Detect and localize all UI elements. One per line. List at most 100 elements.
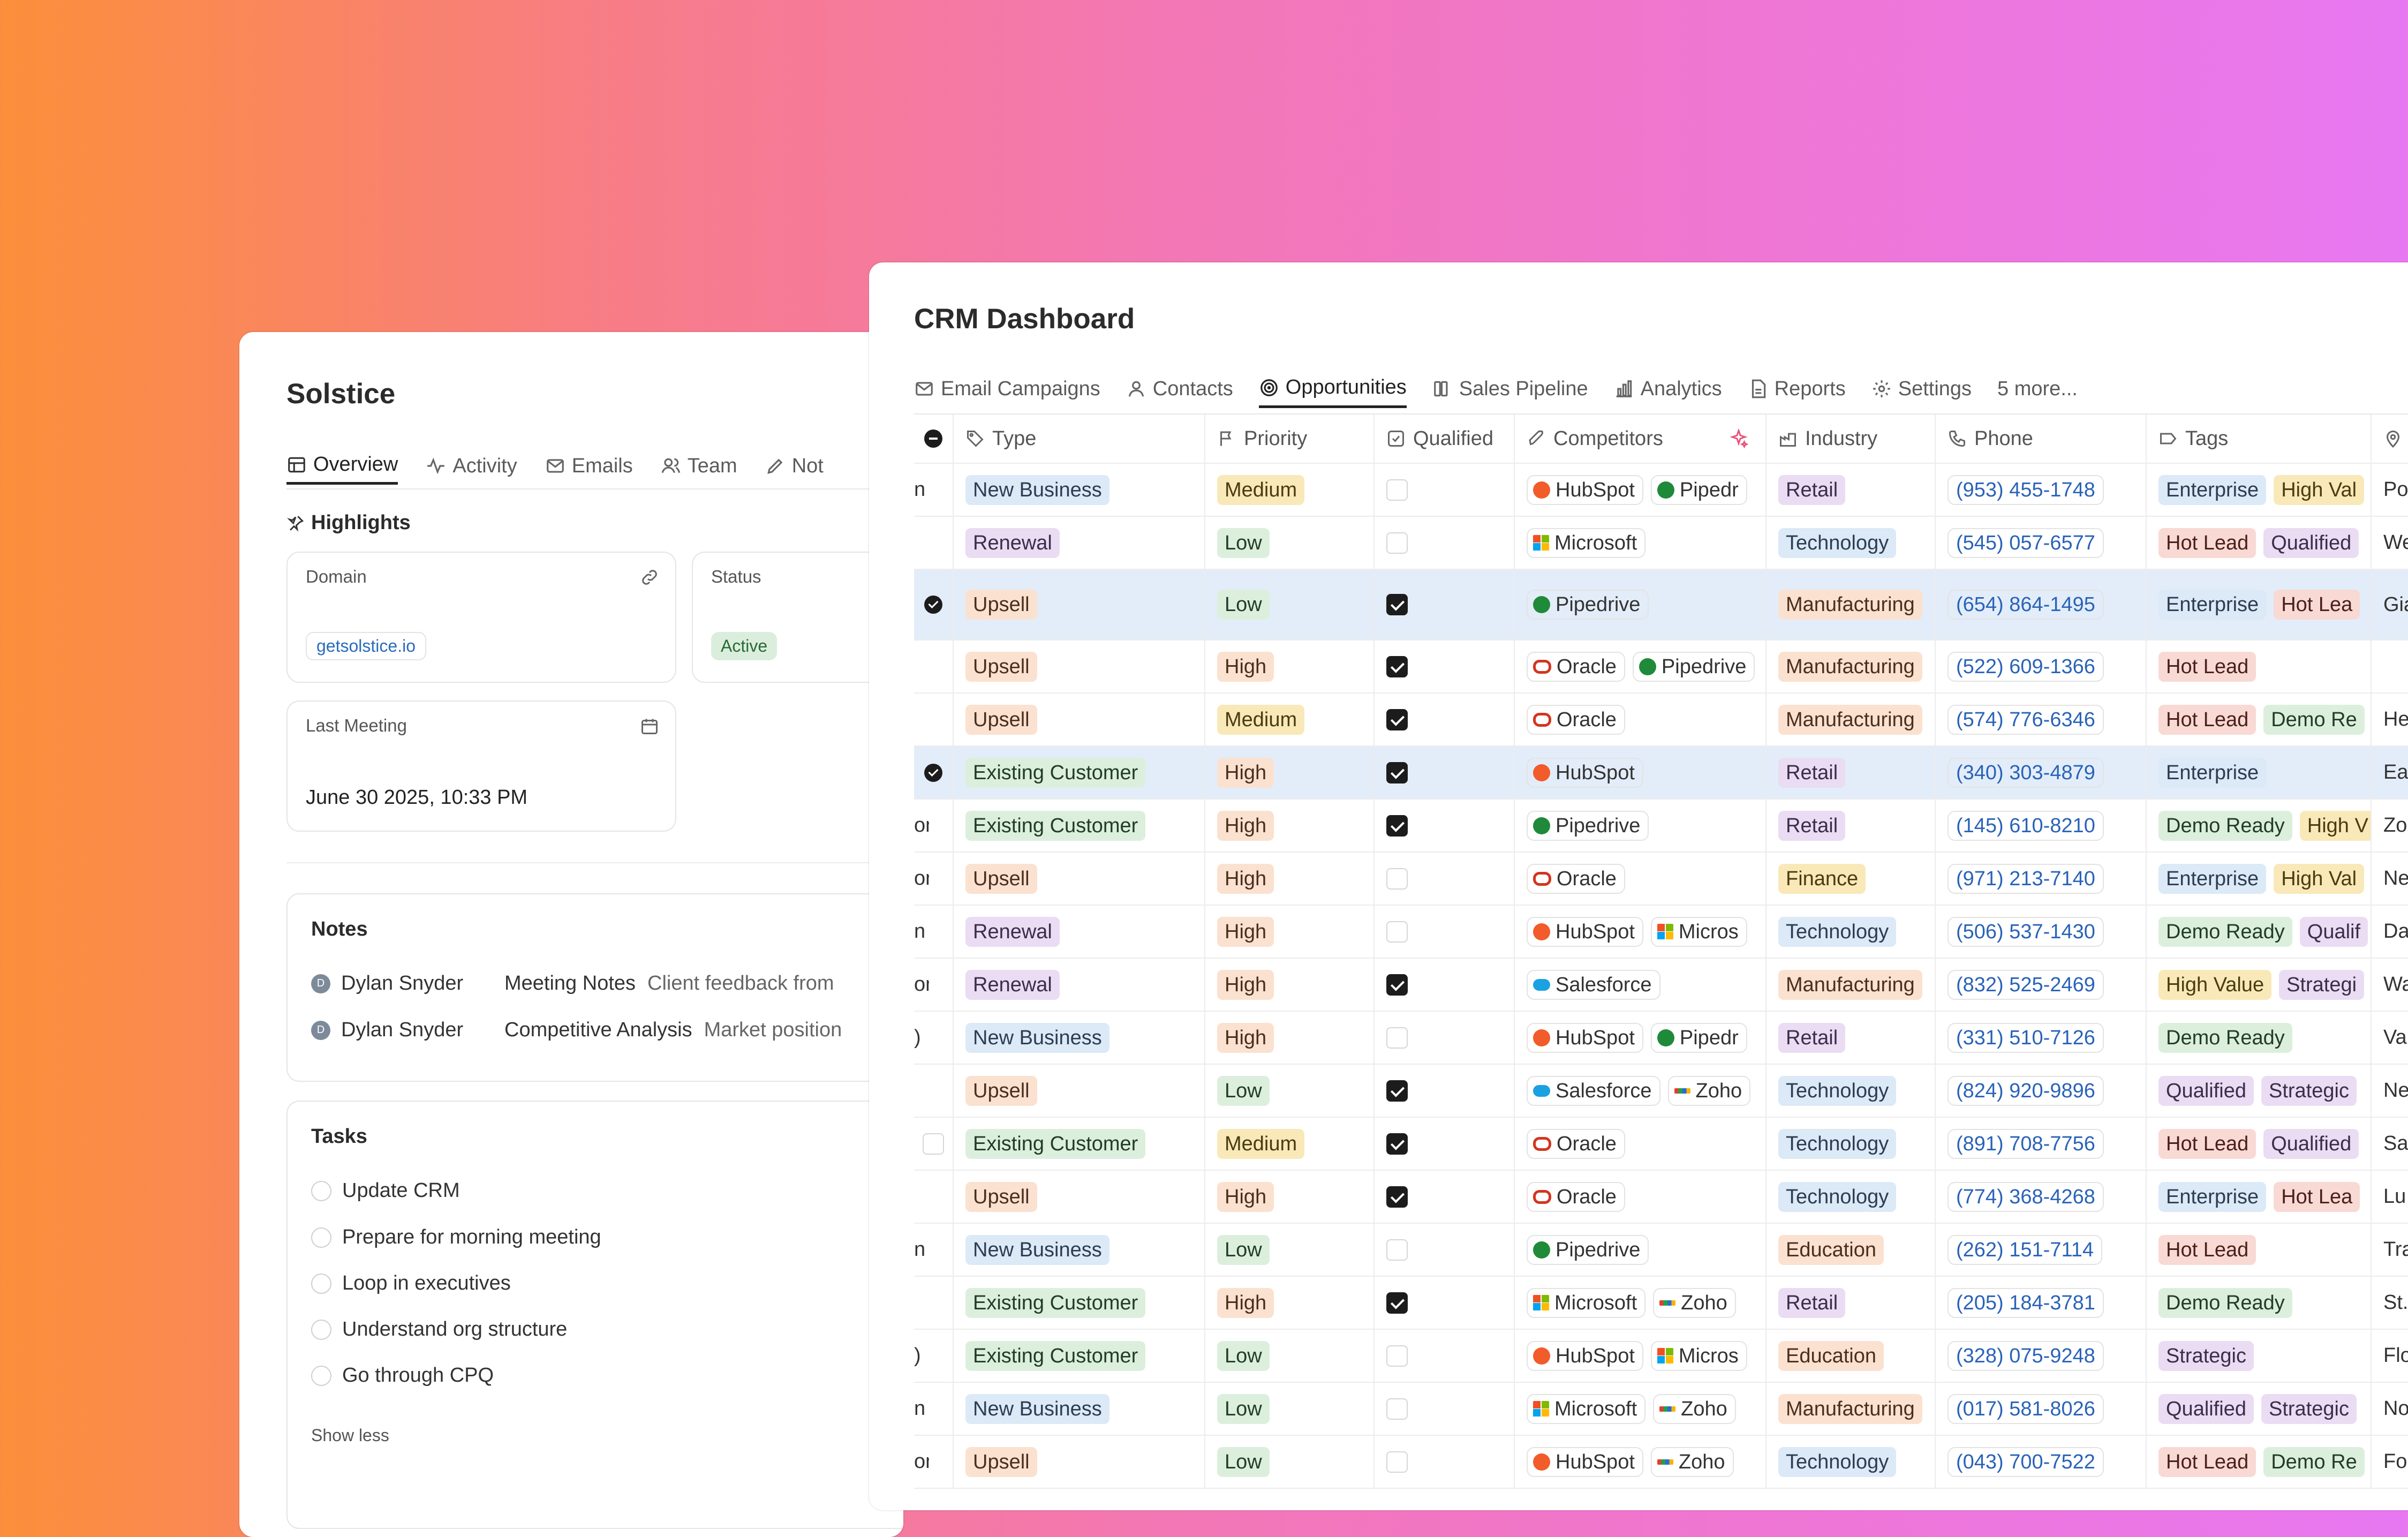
note-item[interactable]: D Dylan Snyder Meeting Notes Client feed… — [311, 972, 834, 995]
qualified-cell[interactable] — [1375, 1277, 1515, 1329]
phone-cell[interactable]: (774) 368-4268 — [1936, 1171, 2147, 1223]
type-cell[interactable]: Upsell — [954, 694, 1205, 745]
priority-cell[interactable]: High — [1205, 1171, 1375, 1223]
competitors-cell[interactable]: HubSpot Zoho — [1515, 1436, 1767, 1488]
table-row[interactable]: on Renewal High Salesforce Manufacturing (832… — [914, 959, 2408, 1012]
qualified-checkbox[interactable] — [1386, 1186, 1408, 1208]
priority-cell[interactable]: Low — [1205, 517, 1375, 569]
type-cell[interactable]: Renewal — [954, 959, 1205, 1011]
tags-cell[interactable]: Enterprise High Val — [2147, 853, 2372, 905]
table-row[interactable]: on Upsell High Oracle Finance (971) 213-7140 E… — [914, 853, 2408, 906]
priority-cell[interactable]: High — [1205, 959, 1375, 1011]
competitors-cell[interactable]: Oracle — [1515, 694, 1767, 745]
row-select-cell[interactable] — [914, 694, 954, 745]
tags-cell[interactable]: Hot Lead Demo Re — [2147, 694, 2372, 745]
location-cell[interactable]: Lu — [2372, 1171, 2408, 1223]
competitors-cell[interactable]: Microsoft Zoho — [1515, 1277, 1767, 1329]
priority-cell[interactable]: Low — [1205, 1065, 1375, 1117]
row-select-cell[interactable]: on — [914, 1436, 954, 1488]
qualified-cell[interactable] — [1375, 517, 1515, 569]
qualified-cell[interactable] — [1375, 1330, 1515, 1382]
qualified-checkbox[interactable] — [1386, 974, 1408, 996]
phone-cell[interactable]: (971) 213-7140 — [1936, 853, 2147, 905]
status-card[interactable]: Status Active — [692, 552, 903, 683]
tags-cell[interactable]: Qualified Strategic — [2147, 1065, 2372, 1117]
tab-more[interactable]: 5 more... — [1997, 370, 2078, 408]
priority-cell[interactable]: Low — [1205, 1436, 1375, 1488]
row-select-cell[interactable]: ) — [914, 1012, 954, 1064]
type-cell[interactable]: Existing Customer — [954, 747, 1205, 798]
phone-cell[interactable]: (340) 303-4879 — [1936, 747, 2147, 798]
type-cell[interactable]: New Business — [954, 464, 1205, 516]
column-phone[interactable]: Phone — [1936, 415, 2147, 463]
industry-cell[interactable]: Technology — [1767, 1436, 1936, 1488]
tags-cell[interactable]: Enterprise High Val — [2147, 464, 2372, 516]
qualified-cell[interactable] — [1375, 1065, 1515, 1117]
phone-cell[interactable]: (574) 776-6346 — [1936, 694, 2147, 745]
row-select-cell[interactable] — [914, 1171, 954, 1223]
task-item[interactable]: Prepare for morning meeting — [311, 1226, 601, 1249]
location-cell[interactable]: Gia — [2372, 570, 2408, 639]
qualified-checkbox[interactable] — [1386, 594, 1408, 615]
row-select-cell[interactable] — [914, 1277, 954, 1329]
location-cell[interactable]: Sa — [2372, 1118, 2408, 1170]
type-cell[interactable]: Upsell — [954, 853, 1205, 905]
qualified-checkbox[interactable] — [1386, 1027, 1408, 1049]
qualified-checkbox[interactable] — [1386, 532, 1408, 554]
table-row[interactable]: Upsell High Oracle Pipedrive Manufacturing (5… — [914, 641, 2408, 694]
priority-cell[interactable]: High — [1205, 800, 1375, 852]
tags-cell[interactable]: Hot Lead — [2147, 1224, 2372, 1276]
type-cell[interactable]: Renewal — [954, 517, 1205, 569]
column-priority[interactable]: Priority — [1205, 415, 1375, 463]
tab-settings[interactable]: Settings — [1871, 370, 1972, 408]
type-cell[interactable]: New Business — [954, 1224, 1205, 1276]
competitors-cell[interactable]: HubSpot Pipedr — [1515, 1012, 1767, 1064]
tab-reports[interactable]: Reports — [1748, 370, 1846, 408]
phone-link[interactable]: (017) 581-8026 — [1947, 1393, 2104, 1424]
phone-link[interactable]: (328) 075-9248 — [1947, 1340, 2104, 1371]
phone-cell[interactable]: (953) 455-1748 — [1936, 464, 2147, 516]
phone-cell[interactable]: (145) 610-8210 — [1936, 800, 2147, 852]
table-row[interactable]: n New Business Medium HubSpot Pipedr Retail (9… — [914, 464, 2408, 517]
qualified-checkbox[interactable] — [1386, 1292, 1408, 1314]
location-cell[interactable]: Ne — [2372, 853, 2408, 905]
row-select-cell[interactable] — [914, 747, 954, 798]
row-select-cell[interactable]: on — [914, 800, 954, 852]
qualified-checkbox[interactable] — [1386, 1133, 1408, 1155]
sparkle-icon[interactable] — [1729, 429, 1748, 448]
phone-cell[interactable]: (506) 537-1430 — [1936, 906, 2147, 958]
priority-cell[interactable]: Medium — [1205, 1118, 1375, 1170]
tab-sales-pipeline[interactable]: Sales Pipeline — [1432, 370, 1588, 408]
phone-cell[interactable]: (891) 708-7756 — [1936, 1118, 2147, 1170]
tags-cell[interactable]: Demo Ready — [2147, 1012, 2372, 1064]
priority-cell[interactable]: Low — [1205, 570, 1375, 639]
phone-link[interactable]: (506) 537-1430 — [1947, 916, 2104, 947]
table-row[interactable]: n New Business Low Microsoft Zoho Manufacturi… — [914, 1383, 2408, 1436]
industry-cell[interactable]: Retail — [1767, 747, 1936, 798]
task-item[interactable]: Loop in executives — [311, 1272, 511, 1295]
task-checkbox[interactable] — [311, 1365, 331, 1386]
tags-cell[interactable]: Hot Lead Demo Re — [2147, 1436, 2372, 1488]
priority-cell[interactable]: High — [1205, 641, 1375, 692]
task-item[interactable]: Update CRM — [311, 1179, 460, 1202]
row-select-cell[interactable]: ) — [914, 1330, 954, 1382]
phone-cell[interactable]: (262) 151-7114 — [1936, 1224, 2147, 1276]
tab-overview[interactable]: Overview — [286, 447, 398, 485]
qualified-checkbox[interactable] — [1386, 1345, 1408, 1367]
column-location[interactable] — [2372, 415, 2408, 463]
row-select-cell[interactable]: n — [914, 906, 954, 958]
location-cell[interactable]: St. — [2372, 1277, 2408, 1329]
industry-cell[interactable]: Finance — [1767, 853, 1936, 905]
tags-cell[interactable]: Qualified Strategic — [2147, 1383, 2372, 1435]
tags-cell[interactable]: Hot Lead Qualified — [2147, 517, 2372, 569]
qualified-cell[interactable] — [1375, 800, 1515, 852]
industry-cell[interactable]: Technology — [1767, 1065, 1936, 1117]
row-select-cell[interactable] — [914, 641, 954, 692]
tab-email-campaigns[interactable]: Email Campaigns — [914, 370, 1100, 408]
tags-cell[interactable]: Enterprise Hot Lea — [2147, 1171, 2372, 1223]
qualified-cell[interactable] — [1375, 1118, 1515, 1170]
industry-cell[interactable]: Manufacturing — [1767, 641, 1936, 692]
competitors-cell[interactable]: Oracle — [1515, 853, 1767, 905]
type-cell[interactable]: New Business — [954, 1383, 1205, 1435]
phone-cell[interactable]: (832) 525-2469 — [1936, 959, 2147, 1011]
